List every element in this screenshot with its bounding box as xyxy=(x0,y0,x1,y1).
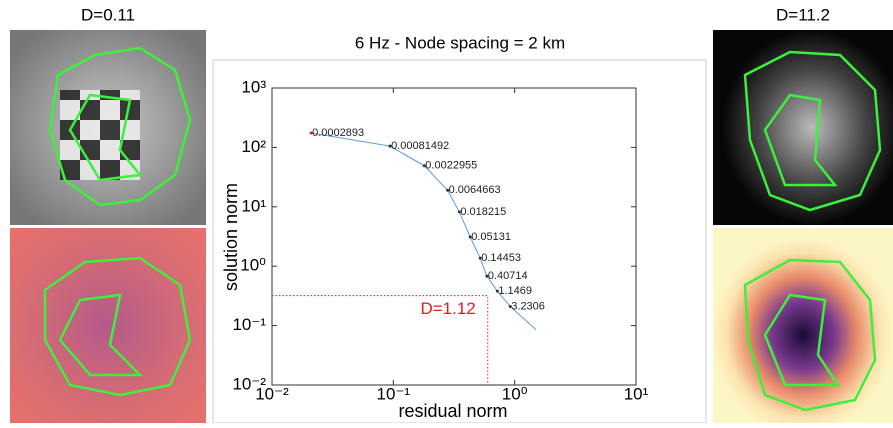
point-label: 0.018215 xyxy=(460,206,506,218)
point xyxy=(468,235,472,239)
point xyxy=(446,188,450,192)
point-label: 3.2306 xyxy=(511,300,545,312)
y-axis-label: solution norm xyxy=(221,183,241,291)
point xyxy=(478,256,482,260)
y-tick-label: 10² xyxy=(241,137,266,156)
y-tick-label: 10³ xyxy=(241,77,266,96)
point xyxy=(485,274,489,278)
chart-title: 6 Hz - Node spacing = 2 km xyxy=(355,33,565,52)
point xyxy=(495,289,499,293)
point xyxy=(309,131,313,135)
y-tick-label: 10⁻² xyxy=(232,374,266,393)
point xyxy=(457,210,461,214)
x-tick-label: 10⁻¹ xyxy=(377,384,411,403)
left-top-image xyxy=(10,30,206,225)
point-label: 0.14453 xyxy=(481,252,521,264)
point-label: 1.1469 xyxy=(498,285,532,297)
right-top-image xyxy=(713,30,893,225)
point-label: 0.05131 xyxy=(471,231,511,243)
plot-area xyxy=(271,87,637,386)
point-label: 0.40714 xyxy=(488,270,528,282)
point-label: 0.0022955 xyxy=(425,160,477,172)
corner-label: D=1.12 xyxy=(420,299,475,318)
chart-frame xyxy=(212,59,707,424)
point xyxy=(388,144,392,148)
x-tick-label: 10⁰ xyxy=(502,384,528,403)
panel-title: D=0.11 xyxy=(81,5,135,24)
left-bottom-image xyxy=(10,228,206,423)
panel-title: D=11.2 xyxy=(776,5,830,24)
point-label: 0.0002893 xyxy=(312,127,364,139)
chart: 6 Hz - Node spacing = 2 km residual norm… xyxy=(221,33,565,420)
x-axis-label: residual norm xyxy=(398,401,507,421)
x-tick-label: 10¹ xyxy=(624,384,649,403)
point-label: 0.0064663 xyxy=(449,184,501,196)
y-tick-label: 10¹ xyxy=(241,196,266,215)
y-tick-label: 10⁰ xyxy=(240,256,266,275)
right-bottom-image xyxy=(713,228,893,423)
point xyxy=(508,304,512,308)
x-tick-label: 10⁻² xyxy=(255,384,289,403)
point-label: 0.00081492 xyxy=(391,140,449,152)
point xyxy=(422,164,426,168)
y-tick-label: 10⁻¹ xyxy=(232,315,266,334)
